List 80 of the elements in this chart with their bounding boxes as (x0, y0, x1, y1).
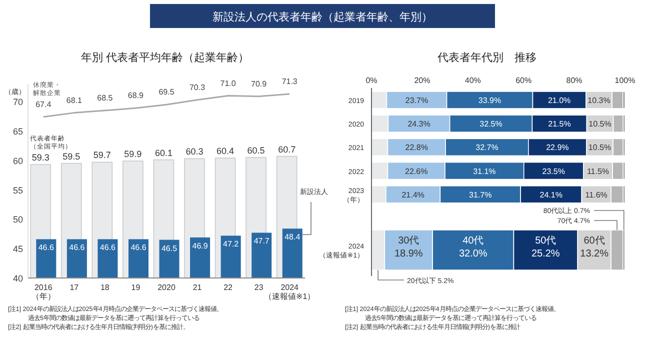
y-tick-label: 50 (12, 214, 23, 225)
chart-title: 代表者年代別 推移 (436, 51, 536, 64)
data-label: 10.5% (588, 120, 612, 129)
x-tick-label: 21 (192, 283, 202, 292)
data-label: 60.3 (186, 146, 204, 157)
x-tick-label: 100% (614, 76, 636, 85)
data-label: 71.0 (220, 78, 236, 88)
series-label: 60代 (584, 236, 605, 246)
data-label: 60.1 (154, 148, 172, 158)
x-tick-label: 80% (566, 76, 582, 85)
x-tick-label: 18 (100, 283, 110, 292)
y-tick-label: 70 (12, 97, 23, 108)
data-label: 68.9 (128, 91, 144, 100)
data-label: 59.7 (93, 150, 111, 160)
x-tick-label: 2024 （速報値※1） (264, 283, 316, 301)
data-label: 21.4% (402, 190, 424, 200)
data-label: 21.0% (548, 96, 571, 105)
data-label: 47.2 (223, 240, 240, 249)
data-label: 25.2% (531, 248, 560, 260)
data-label: 46.5 (161, 244, 178, 253)
series-label: 50代 (535, 236, 556, 246)
data-label: 11.5% (586, 166, 610, 176)
data-label: 22.6% (405, 166, 428, 176)
data-label: 31.1% (473, 166, 496, 176)
data-label: 60.5 (247, 145, 265, 156)
data-label: 24.1% (540, 190, 562, 200)
x-tick-label: 40% (464, 76, 481, 85)
data-label: 71.3 (282, 76, 298, 86)
y-tick-label: 45 (12, 244, 23, 254)
y-tick-label: 40 (12, 274, 23, 284)
data-label: 47.7 (254, 236, 270, 246)
data-label: 32.0% (458, 248, 488, 260)
x-tick-label: 2016 （年） (31, 283, 56, 301)
data-label: 59.5 (62, 151, 80, 162)
x-tick-label: 60% (516, 76, 532, 85)
x-tick-label: 0% (366, 76, 378, 85)
data-label: 11.6% (585, 190, 608, 200)
data-label: 48.4 (284, 232, 301, 242)
data-label: 69.5 (158, 88, 175, 97)
y-tick-label: 60 (12, 156, 23, 166)
data-label: 46.6 (69, 243, 86, 252)
data-label: 23.7% (405, 96, 428, 105)
y-tick-label: 55 (12, 185, 23, 196)
y-tick-label: 65 (12, 126, 23, 137)
x-tick-label: 2020 (158, 283, 176, 292)
x-tick-label: 23 (254, 283, 264, 292)
data-label: 67.4 (36, 100, 52, 109)
data-label: 68.5 (97, 93, 114, 102)
data-label: 21.5% (548, 120, 571, 129)
chart-title: 年別 代表者平均年齢（起業年齢） (80, 51, 250, 64)
x-tick-label: 19 (131, 283, 141, 292)
data-label: 46.6 (38, 243, 54, 252)
series-label: 40代 (462, 236, 484, 246)
data-label: 70.9 (251, 79, 268, 88)
data-label: 59.9 (124, 149, 142, 160)
data-label: 70.3 (189, 82, 206, 92)
x-tick-label: 22 (224, 283, 234, 292)
data-label: 59.3 (32, 152, 50, 163)
data-label: 10.3% (588, 96, 610, 105)
data-label: 32.5% (480, 120, 502, 129)
data-label: 10.5% (588, 143, 612, 152)
data-label: 24.3% (408, 120, 430, 129)
data-label: 32.7% (476, 143, 498, 152)
data-label: 33.9% (478, 96, 502, 105)
data-label: 68.1 (66, 96, 82, 105)
data-label: 46.6 (130, 243, 147, 252)
text: 新設法人の代表者年齢（起業者年齢、年別） (212, 10, 432, 24)
series-label: 30代 (398, 236, 420, 246)
data-label: 60.7 (278, 144, 296, 154)
data-label: 46.9 (192, 241, 208, 250)
data-label: 31.7% (469, 190, 492, 200)
x-tick-label: 20% (414, 76, 430, 85)
x-tick-label: 17 (70, 283, 80, 292)
data-label: 22.8% (405, 143, 428, 152)
data-label: 46.6 (100, 243, 116, 252)
data-label: 60.4 (216, 146, 234, 156)
data-label: 18.9% (394, 248, 423, 260)
data-label: 22.9% (546, 143, 569, 152)
data-label: 13.2% (580, 248, 609, 260)
data-label: 23.5% (542, 166, 565, 176)
